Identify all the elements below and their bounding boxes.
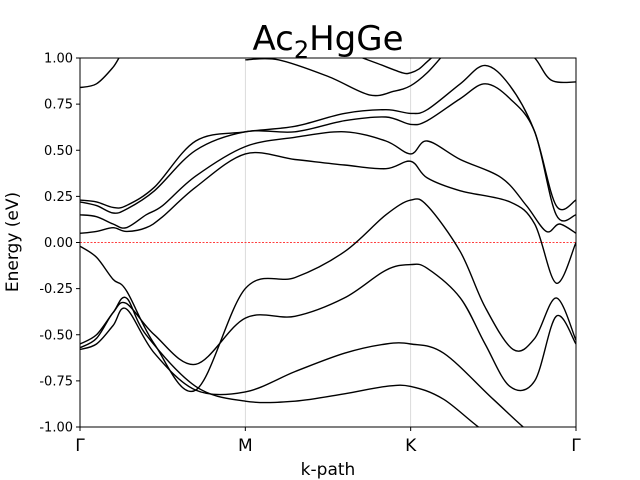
band-line-1 [80,296,480,427]
svg-text:Ac2HgGe: Ac2HgGe [252,19,403,64]
band-lines [80,58,576,427]
x-axis-label: k-path [301,460,356,480]
kpoint-label: Γ [75,436,85,456]
band-line-2 [80,307,525,427]
y-tick-label: 0.75 [44,98,73,113]
y-axis-label: Energy (eV) [3,192,23,292]
band-line-10 [245,58,442,97]
band-line-11 [360,58,433,75]
band-line-12 [533,58,576,84]
band-line-3 [80,263,576,392]
y-tick-label: 1.00 [44,52,73,67]
band-line-7 [80,83,576,222]
band-line-9 [80,58,120,89]
band-line-8 [80,64,576,211]
title-base: Ac [252,19,293,59]
band-line-4 [80,198,576,393]
kpoint-label: M [238,436,253,456]
y-tick-label: -0.75 [39,374,73,389]
y-tick-label: -1.00 [39,421,73,436]
kpoint-label: K [405,436,417,456]
y-axis-ticks: -1.00 -0.75 -0.50 -0.25 0.00 0.25 0.50 0.75 1.00 [39,52,80,436]
band-line-6 [80,131,576,234]
y-tick-label: 0.25 [44,190,73,205]
kpoint-label: Γ [571,436,581,456]
y-tick-label: -0.50 [39,328,73,343]
band-line-5 [80,151,576,284]
y-tick-label: 0.00 [44,236,73,251]
y-tick-label: 0.50 [44,144,73,159]
title-subscript: 2 [294,36,309,64]
y-tick-label: -0.25 [39,282,73,297]
title-rest: HgGe [309,19,403,59]
chart-title: Ac2HgGe [252,19,403,64]
